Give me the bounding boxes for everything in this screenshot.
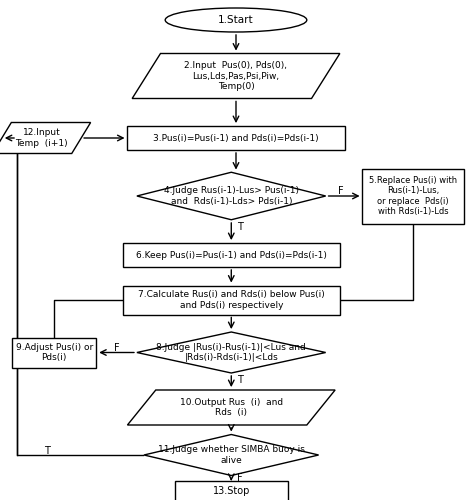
Text: 12.Input
Temp  (i+1): 12.Input Temp (i+1) [15, 128, 68, 148]
Text: 9.Adjust Pus(i) or
Pds(i): 9.Adjust Pus(i) or Pds(i) [16, 343, 93, 362]
Bar [12, 338, 96, 368]
Text: 8.Judge |Rus(i)-Rus(i-1)|<Lus and
|Rds(i)-Rds(i-1)|<Lds: 8.Judge |Rus(i)-Rus(i-1)|<Lus and |Rds(i… [156, 343, 306, 362]
Bar [362, 168, 464, 224]
Text: F: F [338, 186, 344, 196]
Text: T: T [237, 375, 243, 385]
Text: 11.Judge whether SIMBA buoy is
alive: 11.Judge whether SIMBA buoy is alive [158, 446, 305, 464]
Bar [123, 243, 340, 267]
Text: F: F [114, 343, 120, 353]
Polygon shape [0, 122, 91, 154]
Polygon shape [137, 332, 326, 373]
Text: 7.Calculate Rus(i) and Rds(i) below Pus(i)
and Pds(i) respectively: 7.Calculate Rus(i) and Rds(i) below Pus(… [138, 290, 325, 310]
Polygon shape [137, 172, 326, 220]
Bar [175, 481, 288, 500]
Text: F: F [237, 473, 243, 483]
Text: T: T [237, 222, 243, 232]
Text: 4.Judge Rus(i-1)-Lus> Pus(i-1)
and  Rds(i-1)-Lds> Pds(i-1): 4.Judge Rus(i-1)-Lus> Pus(i-1) and Rds(i… [164, 186, 299, 206]
Text: 6.Keep Pus(i)=Pus(i-1) and Pds(i)=Pds(i-1): 6.Keep Pus(i)=Pus(i-1) and Pds(i)=Pds(i-… [136, 250, 327, 260]
Text: 10.Output Rus  (i)  and
Rds  (i): 10.Output Rus (i) and Rds (i) [180, 398, 283, 417]
Text: T: T [44, 446, 50, 456]
Text: 5.Replace Pus(i) with
Rus(i-1)-Lus,
or replace  Pds(i)
with Rds(i-1)-Lds: 5.Replace Pus(i) with Rus(i-1)-Lus, or r… [369, 176, 457, 216]
Text: 13.Stop: 13.Stop [212, 486, 250, 496]
Text: 3.Pus(i)=Pus(i-1) and Pds(i)=Pds(i-1): 3.Pus(i)=Pus(i-1) and Pds(i)=Pds(i-1) [153, 134, 319, 142]
Text: 2.Input  Pus(0), Pds(0),
Lus,Lds,Pas,Psi,Piw,
Temp(0): 2.Input Pus(0), Pds(0), Lus,Lds,Pas,Psi,… [185, 61, 287, 91]
Polygon shape [144, 434, 319, 476]
Bar [123, 286, 340, 314]
Text: 1.Start: 1.Start [218, 15, 254, 25]
Polygon shape [127, 390, 335, 425]
Polygon shape [132, 54, 340, 98]
Bar [127, 126, 345, 150]
